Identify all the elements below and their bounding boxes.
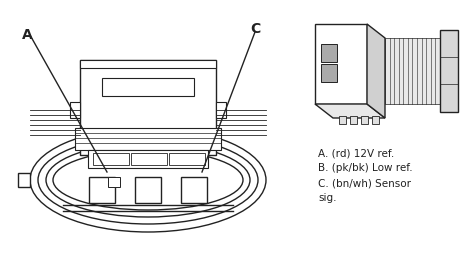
Bar (440, 30, 458, 112)
Bar (385, 38, 440, 104)
Bar (321, 64, 337, 82)
Bar (70, 102, 80, 118)
Bar (181, 177, 207, 203)
Bar (315, 24, 367, 104)
Bar (372, 116, 379, 124)
Polygon shape (315, 104, 385, 118)
Text: sig.: sig. (318, 193, 337, 203)
Bar (108, 177, 120, 187)
Bar (169, 153, 205, 165)
Bar (361, 116, 368, 124)
Bar (80, 60, 216, 155)
Polygon shape (367, 24, 385, 118)
Bar (93, 153, 129, 165)
Bar (131, 153, 167, 165)
Text: A. (rd) 12V ref.: A. (rd) 12V ref. (318, 148, 394, 158)
Text: C. (bn/wh) Sensor: C. (bn/wh) Sensor (318, 178, 411, 188)
Bar (135, 177, 161, 203)
Bar (339, 116, 346, 124)
Bar (88, 150, 208, 168)
Text: B. (pk/bk) Low ref.: B. (pk/bk) Low ref. (318, 163, 413, 173)
Bar (75, 128, 221, 150)
Text: A: A (22, 28, 33, 42)
Bar (216, 102, 226, 118)
Text: C: C (250, 22, 260, 36)
Bar (350, 116, 357, 124)
Bar (89, 177, 115, 203)
Bar (18, 173, 30, 187)
Bar (102, 78, 194, 96)
Bar (80, 60, 216, 68)
Bar (321, 44, 337, 62)
